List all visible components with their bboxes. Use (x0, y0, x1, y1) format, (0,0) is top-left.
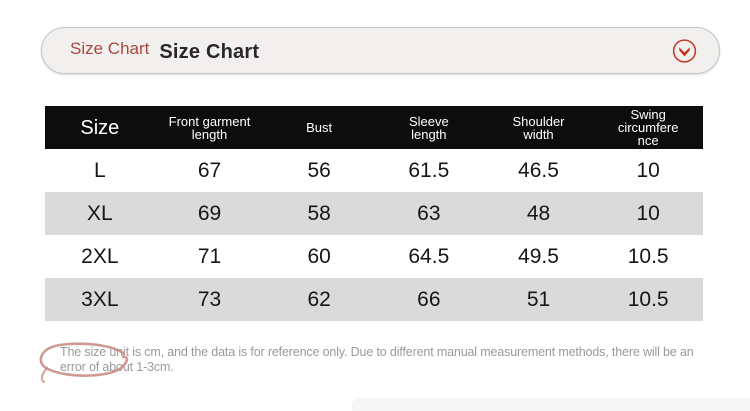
column-header-size: Size (80, 116, 120, 139)
table-cell: 10 (636, 201, 660, 225)
table-row-l: L 67 56 61.5 46.5 10 (45, 149, 703, 192)
table-cell: 64.5 (408, 244, 450, 268)
table-header-row: Size Front garment length Bust Sleeve le… (45, 106, 703, 149)
table-cell: 71 (197, 244, 222, 268)
table-cell: 56 (307, 158, 331, 182)
column-header-swing-circumference: Swing circumfere nce (617, 107, 679, 148)
table-cell: 69 (197, 201, 222, 225)
table-cell: 10.5 (627, 287, 669, 311)
table-row-3xl: 3XL 73 62 66 51 10.5 (45, 278, 703, 321)
table-row-xl: XL 69 58 63 48 10 (45, 192, 703, 235)
table-cell: 10 (636, 158, 660, 182)
size-cell: L (93, 158, 106, 182)
table-cell: 58 (307, 201, 331, 225)
column-header-bust: Bust (306, 120, 333, 135)
table-cell: 62 (307, 287, 331, 311)
next-section-edge (352, 398, 750, 411)
table-cell: 61.5 (408, 158, 450, 182)
column-header-sleeve-length: Sleeve length (408, 113, 449, 142)
measurement-disclaimer-note: The size unit is cm, and the data is for… (60, 345, 694, 374)
size-cell: 3XL (81, 287, 119, 311)
chevron-down-circle-icon[interactable] (671, 37, 698, 64)
table-cell: 66 (417, 287, 441, 311)
size-cell: XL (86, 201, 113, 225)
size-table: Size Front garment length Bust Sleeve le… (45, 106, 703, 321)
table-cell: 49.5 (518, 244, 559, 268)
table-cell: 73 (197, 287, 222, 311)
size-chart-tab-label: Size Chart (70, 38, 150, 58)
table-cell: 10.5 (627, 244, 669, 268)
size-cell: 2XL (81, 244, 119, 268)
size-chart-section-header[interactable]: Size Chart Size Chart (41, 27, 720, 74)
column-header-front-garment-length: Front garment length (168, 113, 251, 142)
table-cell: 51 (526, 287, 551, 311)
column-header-shoulder-width: Shoulder width (512, 113, 565, 142)
table-cell: 48 (526, 201, 551, 225)
table-cell: 67 (197, 158, 222, 182)
section-title: Size Chart (159, 41, 260, 63)
table-cell: 60 (307, 244, 331, 268)
table-cell: 46.5 (518, 158, 559, 182)
table-row-2xl: 2XL 71 60 64.5 49.5 10.5 (45, 235, 703, 278)
table-cell: 63 (417, 201, 441, 225)
